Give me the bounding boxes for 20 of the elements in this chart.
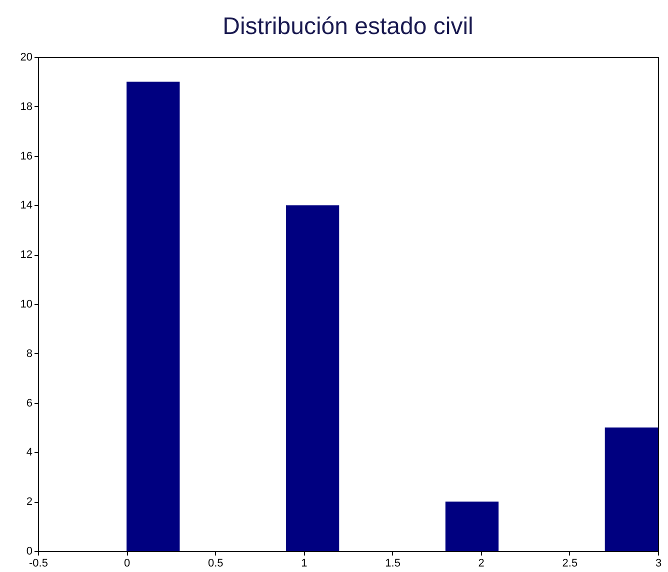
y-tick-label: 16: [20, 150, 32, 162]
y-tick-label: 8: [26, 348, 32, 360]
chart-title: Distribución estado civil: [222, 13, 474, 40]
y-tick-label: 6: [26, 397, 32, 410]
y-tick-label: 0: [26, 546, 32, 558]
y-tick-label: 4: [26, 446, 32, 459]
y-tick-label: 12: [20, 249, 32, 262]
y-tick-label: 18: [20, 100, 32, 113]
x-tick-label: 0.5: [208, 558, 224, 570]
x-tick-label: 1.5: [385, 558, 400, 570]
x-tick-label: 2: [478, 558, 484, 570]
x-tick-label: 3: [655, 558, 662, 570]
x-tick-label: -0.5: [29, 558, 48, 570]
x-tick-label: 1: [301, 558, 308, 570]
y-tick-label: 10: [20, 298, 32, 310]
y-tick-label: 20: [20, 52, 32, 64]
x-tick-label: 0: [124, 558, 130, 570]
y-tick-label: 14: [20, 200, 32, 212]
x-tick-label: 2.5: [562, 558, 578, 570]
y-tick-label: 2: [26, 496, 32, 508]
